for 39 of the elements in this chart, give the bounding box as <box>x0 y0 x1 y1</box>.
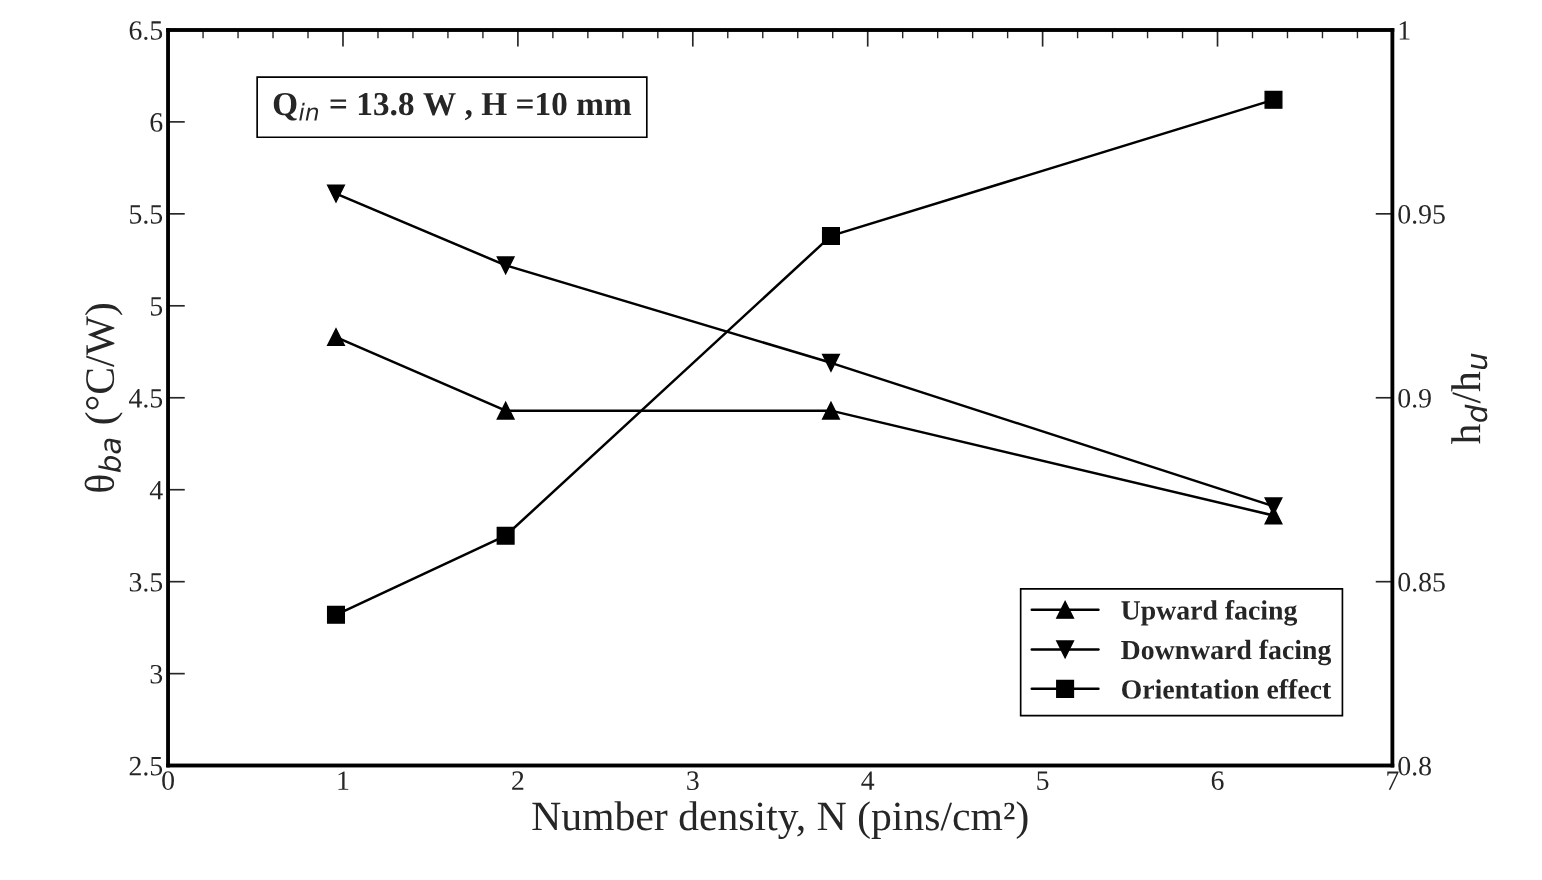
x-tick-label: 1 <box>338 771 349 790</box>
y2-tick-label: 0.85 <box>1398 572 1445 592</box>
point <box>1264 90 1283 109</box>
point <box>821 401 841 420</box>
y2-tick-label: 0.8 <box>1398 756 1431 776</box>
y-tick-label: 4 <box>149 481 163 500</box>
point <box>326 605 346 624</box>
x-tick-label: 6 <box>1211 771 1224 791</box>
point <box>496 401 515 420</box>
y2-tick-label: 1 <box>1399 21 1410 40</box>
legend-label: Orientation effect <box>1122 679 1332 699</box>
legend-label: Downward facing <box>1121 639 1332 666</box>
point <box>326 184 346 203</box>
point <box>496 526 515 545</box>
y-tick-label: 6 <box>150 113 163 132</box>
y-tick-label: 3 <box>150 664 163 684</box>
y-tick-label: 5 <box>150 297 163 316</box>
y2-axis-title: h$_{d}$/h$_{u}$ <box>1451 353 1488 445</box>
x-tick-label: 5 <box>1037 771 1049 791</box>
y2-tick-label: 0.9 <box>1398 388 1431 408</box>
y-tick-label: 6.5 <box>129 21 163 40</box>
y-tick-label: 2.5 <box>129 756 163 776</box>
y-tick-label: 5.5 <box>130 205 163 224</box>
point <box>821 226 841 245</box>
point <box>821 353 841 372</box>
y-tick-label: 4.5 <box>129 389 163 408</box>
x-tick-label: 3 <box>687 771 699 791</box>
legend-label: Upward facing <box>1121 599 1298 626</box>
y-axis-title: θ$_{ba}$ (°C/W) <box>84 304 123 492</box>
x-tick-label: 0 <box>162 771 174 791</box>
x-tick-label: 7 <box>1387 771 1399 790</box>
annotation: Q$_{in}$ = 13.8 W , H =10 mm <box>273 92 632 121</box>
point <box>496 256 515 275</box>
point <box>326 328 346 347</box>
x-tick-label: 2 <box>512 771 524 790</box>
y2-tick-label: 0.95 <box>1398 205 1445 224</box>
x-axis-title: Number density, N (pins/cm²) <box>532 801 1028 840</box>
x-tick-label: 4 <box>861 771 875 790</box>
y-tick-label: 3.5 <box>129 572 163 592</box>
